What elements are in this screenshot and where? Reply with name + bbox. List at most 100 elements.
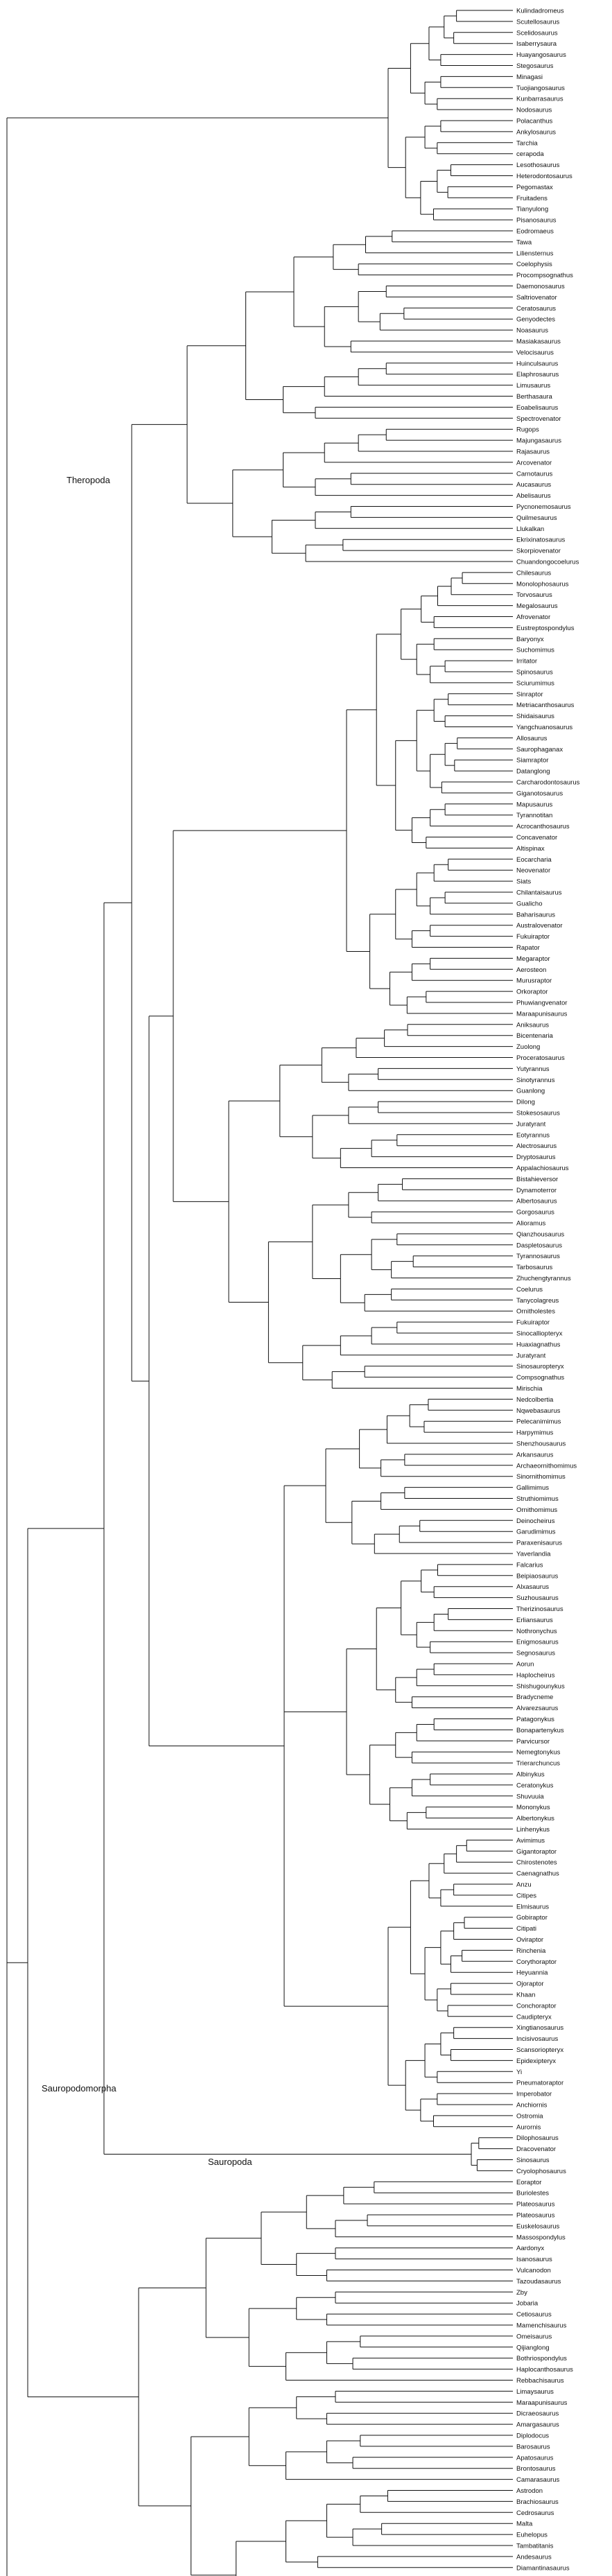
taxon-label: Tanycolagreus [516,1297,559,1305]
taxon-label: Sinocalliopteryx [516,1330,563,1338]
taxon-label: Euhelopus [516,2532,548,2539]
taxon-label: Gigantoraptor [516,1848,557,1856]
taxon-label: Tawa [516,238,532,246]
taxon-label: Beipiaosaurus [516,1572,558,1580]
taxon-label: Majungasaurus [516,437,561,445]
taxon-label: Incisivosaurus [516,2035,558,2043]
taxon-label: Omeisaurus [516,2333,552,2340]
taxon-label: Alvarezsaurus [516,1705,558,1712]
taxon-label: Plateosaurus [516,2201,555,2209]
taxon-label: Avimimus [516,1837,545,1845]
taxon-label: Eocarcharia [516,856,552,864]
taxon-label: Huaxiagnathus [516,1341,561,1348]
taxon-label: Daemonosaurus [516,283,565,290]
taxon-label: Zhuchengtyrannus [516,1275,571,1282]
tree-branches [6,10,513,2576]
taxon-label: Aurornis [516,2123,541,2131]
taxon-label: Therizinosaurus [516,1605,563,1613]
taxon-label: Zuolong [516,1043,540,1051]
taxon-label: Massospondylus [516,2234,566,2241]
taxon-label: Orkoraptor [516,989,548,996]
taxon-label: Guanlong [516,1088,545,1095]
taxon-label: Andesaurus [516,2553,552,2561]
taxon-label: Velocisaurus [516,349,554,356]
taxon-label: Stokesosaurus [516,1110,560,1117]
taxon-label: Datanglong [516,768,550,776]
taxon-label: Dilophosaurus [516,2134,559,2142]
taxon-label: Spectrovenator [516,415,561,423]
taxon-label: Jobaria [516,2300,539,2308]
taxon-label: Afrovenator [516,613,550,621]
taxon-label: Dryptosaurus [516,1154,556,1161]
taxon-label: Spinosaurus [516,669,553,677]
taxon-label: Genyodectes [516,316,555,324]
taxon-label: Bradycneme [516,1694,553,1701]
taxon-label: Trierarchuncus [516,1760,560,1768]
taxon-label: Bonapartenykus [516,1727,564,1734]
taxon-label: Bistahieversor [516,1176,558,1183]
taxon-label: Megalosaurus [516,602,558,610]
taxon-label: Elmisaurus [516,1903,549,1911]
taxon-label: Epidexipteryx [516,2057,556,2065]
taxon-label: Sinraptor [516,690,543,698]
taxon-label: Garudimimus [516,1529,556,1536]
taxon-label: Conchoraptor [516,2002,557,2010]
taxon-label: Compsognathus [516,1374,564,1382]
taxon-label: Pneumatoraptor [516,2080,563,2087]
taxon-label: cerapoda [516,150,544,158]
taxon-label: Chilesaurus [516,569,551,577]
taxon-label: Pegomastax [516,184,553,191]
taxon-label: Siats [516,878,531,886]
taxon-label: Bicentenaria [516,1032,554,1040]
taxon-label: Ornithomimus [516,1506,557,1514]
taxon-label: Shidaisaurus [516,713,554,720]
taxon-labels: Kulindadromeus Scutellosaurus Scelidosauru… [516,8,580,2576]
taxon-label: Abelisaurus [516,492,551,500]
taxon-label: Malta [516,2521,533,2528]
taxon-label: Masiakasaurus [516,338,561,346]
taxon-label: Irritator [516,658,537,665]
taxon-label: Gallimimus [516,1484,549,1492]
taxon-label: Qianzhousaurus [516,1230,564,1238]
taxon-label: Struthiomimus [516,1495,559,1503]
taxon-label: Citipes [516,1892,536,1899]
taxon-label: Fruitadens [516,195,548,202]
taxon-label: Apatosaurus [516,2454,554,2462]
taxon-label: Limaysaurus [516,2388,554,2396]
taxon-label: Cedrosaurus [516,2509,554,2517]
taxon-label: Skorpiovenator [516,548,561,555]
taxon-label: Monolophosaurus [516,580,569,588]
taxon-label: Tianyulong [516,206,548,214]
taxon-label: Harpymimus [516,1429,554,1437]
taxon-label: Rapator [516,944,540,952]
taxon-label: Qijianglong [516,2344,550,2351]
taxon-label: Baharisaurus [516,911,555,919]
taxon-label: Aardonyx [516,2245,544,2252]
taxon-label: Astrodon [516,2487,543,2495]
taxon-label: Rugops [516,426,539,434]
taxon-label: Liliensternus [516,250,554,257]
taxon-label: Aniksaurus [516,1021,549,1029]
taxon-label: Sinosauropteryx [516,1363,564,1370]
taxon-label: Sinotyrannus [516,1077,555,1084]
taxon-label: Tyrannosaurus [516,1253,560,1260]
taxon-label: Coelophysis [516,261,552,268]
taxon-label: Mamenchisaurus [516,2322,567,2330]
taxon-label: Eoraptor [516,2179,541,2186]
taxon-label: Corythoraptor [516,1958,557,1966]
taxon-label: Elaphrosaurus [516,371,559,378]
taxon-label: Falcarius [516,1561,543,1569]
taxon-label: Shuvuuia [516,1793,544,1800]
taxon-label: Minagasi [516,73,543,81]
taxon-label: Nemegtonykus [516,1749,561,1757]
taxon-label: Pycnonemosaurus [516,503,571,511]
taxon-label: Eustreptospondylus [516,625,575,632]
taxon-label: Nqwebasaurus [516,1407,561,1415]
taxon-label: Ostromia [516,2112,543,2120]
taxon-label: Tarbosaurus [516,1264,553,1271]
taxon-label: Xingtianosaurus [516,2024,563,2032]
taxon-label: Heterodontosaurus [516,173,572,180]
taxon-label: Huinculsaurus [516,360,558,367]
taxon-label: Tambatitanis [516,2543,554,2550]
taxon-label: Megaraptor [516,955,550,963]
